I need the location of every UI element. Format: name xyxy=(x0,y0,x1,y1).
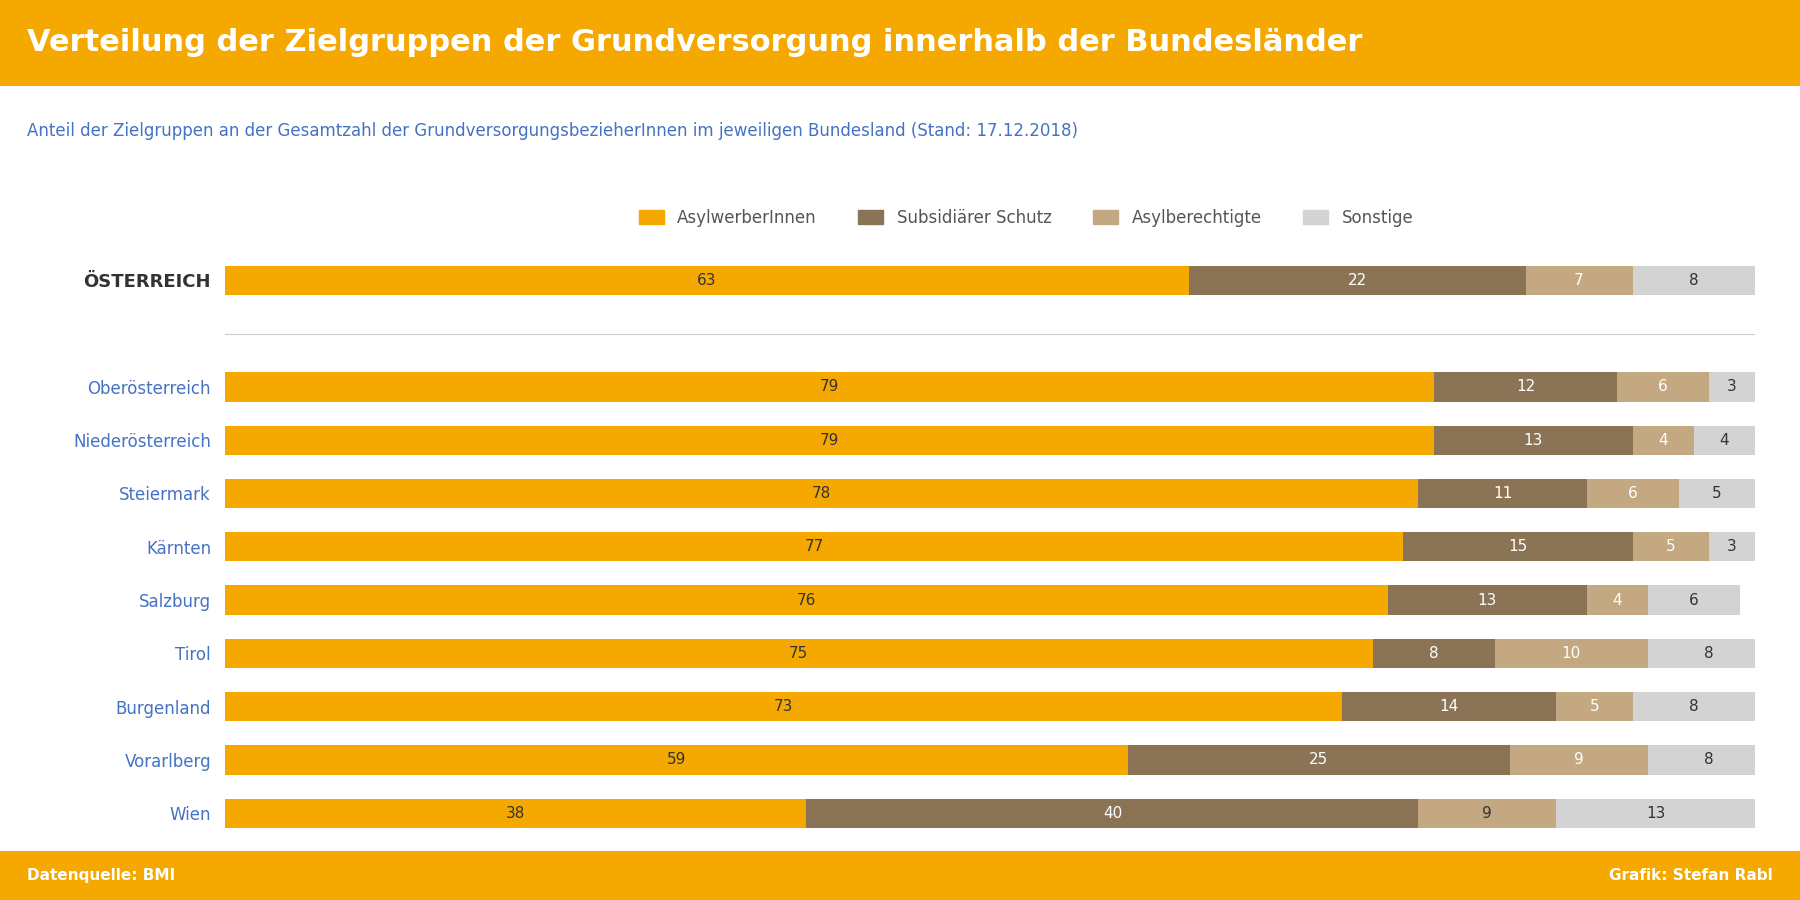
Bar xyxy=(225,639,1372,668)
Text: 8: 8 xyxy=(1429,646,1438,661)
Bar xyxy=(225,426,1433,454)
Text: 12: 12 xyxy=(1516,380,1535,394)
Bar xyxy=(1588,585,1649,615)
Bar xyxy=(225,692,1343,721)
Text: 3: 3 xyxy=(1728,380,1737,394)
Text: 10: 10 xyxy=(1562,646,1580,661)
Bar xyxy=(1418,798,1555,828)
Text: 13: 13 xyxy=(1645,806,1665,821)
Text: Grafik: Stefan Rabl: Grafik: Stefan Rabl xyxy=(1609,868,1773,883)
Bar xyxy=(1633,532,1710,562)
Bar xyxy=(1494,639,1649,668)
Text: 4: 4 xyxy=(1658,433,1669,447)
Text: 13: 13 xyxy=(1478,592,1498,608)
Text: 4: 4 xyxy=(1719,433,1730,447)
Bar xyxy=(1694,426,1755,454)
Text: 40: 40 xyxy=(1103,806,1121,821)
Text: 8: 8 xyxy=(1688,273,1699,288)
Bar xyxy=(225,585,1388,615)
Text: Anteil der Zielgruppen an der Gesamtzahl der GrundversorgungsbezieherInnen im je: Anteil der Zielgruppen an der Gesamtzahl… xyxy=(27,122,1078,140)
Text: 63: 63 xyxy=(697,273,716,288)
Text: 9: 9 xyxy=(1575,752,1584,768)
Text: 75: 75 xyxy=(788,646,808,661)
Text: 25: 25 xyxy=(1309,752,1328,768)
Text: 5: 5 xyxy=(1589,699,1598,714)
Text: 22: 22 xyxy=(1348,273,1366,288)
Legend: AsylwerberInnen, Subsidiärer Schutz, Asylberechtigte, Sonstige: AsylwerberInnen, Subsidiärer Schutz, Asy… xyxy=(632,202,1420,233)
Bar xyxy=(1526,266,1633,295)
Text: Datenquelle: BMI: Datenquelle: BMI xyxy=(27,868,175,883)
Text: 78: 78 xyxy=(812,486,832,501)
Bar xyxy=(1710,373,1755,401)
Text: 13: 13 xyxy=(1523,433,1543,447)
Bar xyxy=(225,532,1404,562)
Bar xyxy=(806,798,1418,828)
Text: 14: 14 xyxy=(1440,699,1458,714)
Text: 7: 7 xyxy=(1575,273,1584,288)
Text: 77: 77 xyxy=(805,539,824,554)
Text: 5: 5 xyxy=(1667,539,1676,554)
Bar xyxy=(1616,373,1708,401)
Bar xyxy=(225,373,1433,401)
Bar xyxy=(225,479,1418,508)
Bar xyxy=(1388,585,1588,615)
Text: 8: 8 xyxy=(1705,646,1714,661)
Text: 5: 5 xyxy=(1712,486,1721,501)
Bar xyxy=(1649,745,1771,775)
Bar xyxy=(225,745,1127,775)
Text: 6: 6 xyxy=(1658,380,1669,394)
Text: 38: 38 xyxy=(506,806,526,821)
Text: 8: 8 xyxy=(1705,752,1714,768)
Bar xyxy=(1510,745,1649,775)
Bar xyxy=(1404,532,1633,562)
Text: 9: 9 xyxy=(1483,806,1492,821)
Text: 15: 15 xyxy=(1508,539,1528,554)
Bar xyxy=(1633,426,1694,454)
Text: 3: 3 xyxy=(1728,539,1737,554)
Bar xyxy=(1588,479,1678,508)
Text: 76: 76 xyxy=(797,592,815,608)
Text: 8: 8 xyxy=(1688,699,1699,714)
Bar xyxy=(225,266,1190,295)
Bar xyxy=(1190,266,1526,295)
Text: 6: 6 xyxy=(1688,592,1699,608)
Bar xyxy=(1433,373,1618,401)
Bar xyxy=(1555,798,1755,828)
Text: 73: 73 xyxy=(774,699,794,714)
Bar xyxy=(1555,692,1633,721)
Bar xyxy=(1710,532,1755,562)
Text: 6: 6 xyxy=(1627,486,1638,501)
Text: 79: 79 xyxy=(819,380,839,394)
Text: 79: 79 xyxy=(819,433,839,447)
Bar xyxy=(1678,479,1755,508)
Bar xyxy=(1633,692,1755,721)
Text: 59: 59 xyxy=(666,752,686,768)
Bar xyxy=(1633,266,1755,295)
Bar xyxy=(1127,745,1510,775)
Text: 4: 4 xyxy=(1613,592,1622,608)
Text: Verteilung der Zielgruppen der Grundversorgung innerhalb der Bundesländer: Verteilung der Zielgruppen der Grundvers… xyxy=(27,28,1363,58)
Bar xyxy=(1418,479,1588,508)
Bar xyxy=(1433,426,1633,454)
Bar xyxy=(225,798,806,828)
Bar xyxy=(1343,692,1555,721)
Bar xyxy=(1649,585,1739,615)
Bar xyxy=(1372,639,1494,668)
Text: 11: 11 xyxy=(1492,486,1512,501)
Bar xyxy=(1649,639,1771,668)
